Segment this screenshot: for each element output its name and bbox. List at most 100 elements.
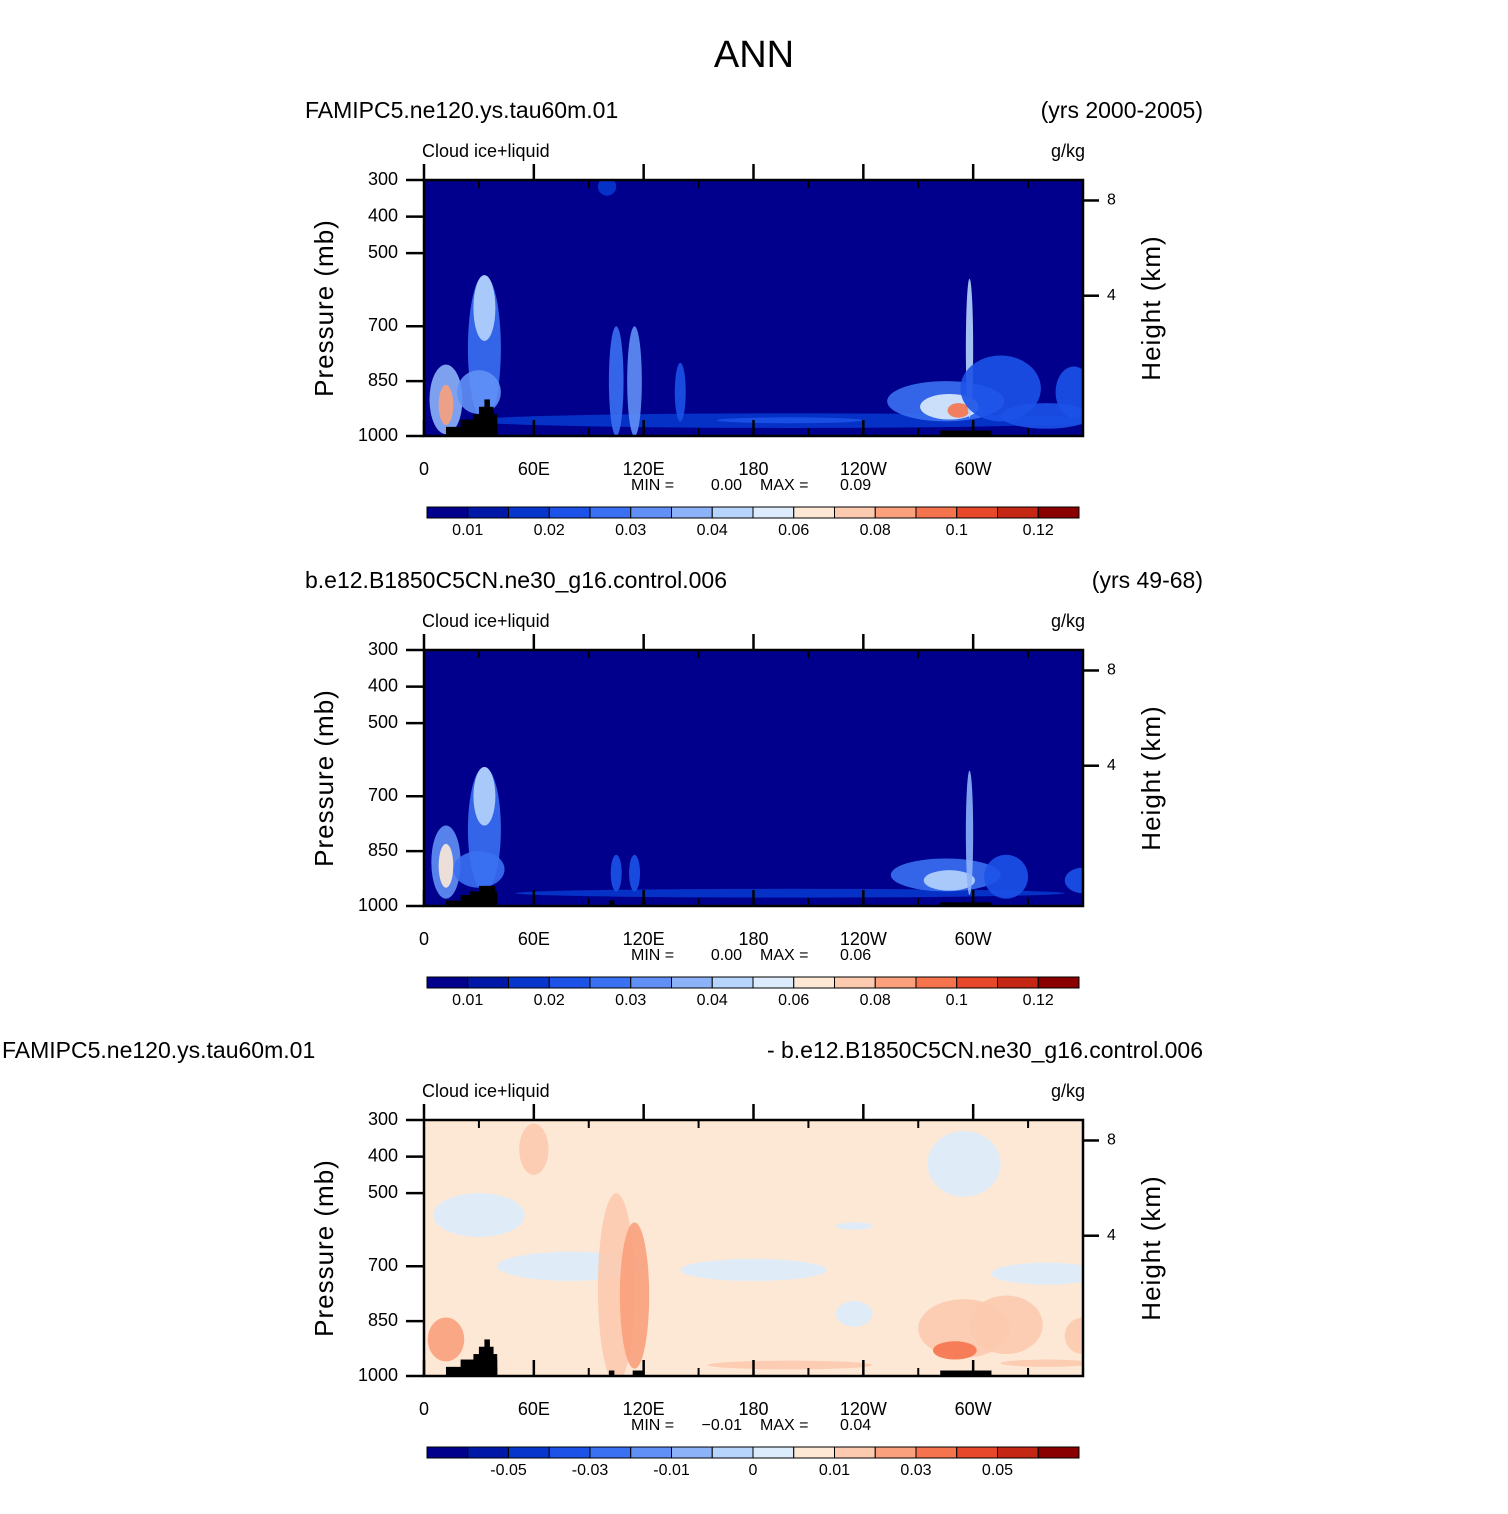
colorbar-label: 0.01 [452, 992, 483, 1009]
colorbar-box [874, 976, 917, 989]
y-tick-label: 300 [368, 639, 398, 659]
contour-field [424, 180, 1083, 436]
colorbar-box [589, 976, 632, 989]
colorbar-box [793, 976, 835, 989]
contour-fill [947, 403, 970, 418]
y2-tick-label: 8 [1107, 1132, 1116, 1149]
variable-label: Cloud ice+liquid [422, 1081, 550, 1101]
colorbar-label: 0.12 [1023, 522, 1054, 539]
terrain [608, 1370, 615, 1376]
contour-fill [519, 1123, 549, 1175]
colorbar-box [834, 976, 876, 989]
colorbar-label: 0.12 [1023, 992, 1054, 1009]
colorbar-label: 0.03 [900, 1462, 931, 1479]
colorbar-label: 0 [749, 1462, 758, 1479]
contour-fill [1064, 867, 1083, 894]
colorbar-box [915, 1446, 958, 1459]
contour-fill [965, 770, 974, 896]
x-tick-label: 120E [623, 1399, 665, 1419]
y2-tick-label: 4 [1107, 757, 1116, 774]
x-tick-label: 0 [419, 459, 429, 479]
colorbar-label: 0.06 [778, 992, 809, 1009]
colorbar-box [508, 976, 550, 989]
colorbar-box [793, 506, 835, 519]
colorbar-box [793, 1446, 835, 1459]
y-tick-label: 700 [368, 315, 398, 335]
colorbar-label: 0.06 [778, 522, 809, 539]
colorbar-box [467, 506, 509, 519]
x-tick-label: 180 [738, 929, 768, 949]
colorbar-box [426, 506, 469, 519]
terrain [608, 900, 615, 906]
y-tick-label: 1000 [358, 1365, 398, 1385]
contour-fill [969, 1295, 1043, 1355]
colorbar-box [956, 506, 998, 519]
colorbar-box [1037, 976, 1080, 989]
colorbar-box [874, 506, 917, 519]
colorbar-box [467, 976, 509, 989]
max-value: 0.06 [840, 947, 871, 964]
colorbar-box [630, 976, 672, 989]
contour-fill [515, 888, 1065, 898]
colorbar-box [467, 1446, 509, 1459]
terrain [484, 1339, 490, 1376]
colorbar-box [508, 506, 550, 519]
colorbar-label: 0.08 [860, 992, 891, 1009]
colorbar-box [711, 976, 754, 989]
colorbar-box [997, 506, 1039, 519]
terrain [632, 1370, 644, 1376]
y2-tick-label: 8 [1107, 662, 1116, 679]
case-title-right: (yrs 2000-2005) [1041, 97, 1203, 123]
terrain [484, 885, 492, 906]
contour-fill [597, 180, 617, 196]
colorbar-label: 0.05 [982, 1462, 1013, 1479]
max-text: MAX = [760, 1417, 808, 1434]
colorbar-box [548, 976, 591, 989]
colorbar-box [548, 506, 591, 519]
colorbar-box [426, 976, 469, 989]
contour-fill [456, 370, 501, 415]
case-title-right: - b.e12.B1850C5CN.ne30_g16.control.006 [767, 1037, 1203, 1063]
y2-axis-title: Height (km) [1136, 235, 1166, 380]
colorbar-box [589, 506, 632, 519]
colorbar-box [834, 506, 876, 519]
y-tick-label: 400 [368, 675, 398, 695]
x-tick-label: 0 [419, 929, 429, 949]
colorbar-label: 0.08 [860, 522, 891, 539]
y-tick-label: 300 [368, 169, 398, 189]
contour-fill [707, 1360, 873, 1370]
colorbar-box [630, 1446, 672, 1459]
x-tick-label: 60E [518, 929, 550, 949]
y-tick-label: 700 [368, 785, 398, 805]
units-label: g/kg [1051, 1081, 1085, 1101]
contour-fill [608, 326, 624, 436]
colorbar-label: 0.03 [615, 992, 646, 1009]
x-tick-label: 120W [840, 929, 887, 949]
y2-tick-label: 8 [1107, 192, 1116, 209]
x-tick-label: 0 [419, 1399, 429, 1419]
contour-field [424, 650, 1083, 906]
contour-fill [427, 1317, 465, 1362]
contour-fill [438, 843, 454, 888]
contour-fill [991, 1262, 1083, 1285]
y-axis-title: Pressure (mb) [309, 1159, 339, 1337]
contour-fill [923, 870, 975, 891]
contour-fill [473, 767, 496, 826]
colorbar-label: -0.01 [653, 1462, 690, 1479]
x-tick-label: 60W [955, 459, 992, 479]
colorbar-box [671, 506, 713, 519]
colorbar-box [997, 976, 1039, 989]
colorbar-box [997, 1446, 1039, 1459]
contour-fill [473, 275, 496, 341]
contour-fill [984, 854, 1029, 899]
x-tick-label: 180 [738, 459, 768, 479]
colorbar-box [1037, 1446, 1080, 1459]
contour-fill [960, 355, 1041, 422]
units-label: g/kg [1051, 611, 1085, 631]
x-tick-label: 180 [738, 1399, 768, 1419]
contour-fill [1055, 366, 1083, 418]
x-tick-label: 120W [840, 1399, 887, 1419]
y-axis-title: Pressure (mb) [309, 219, 339, 397]
terrain [940, 902, 992, 906]
